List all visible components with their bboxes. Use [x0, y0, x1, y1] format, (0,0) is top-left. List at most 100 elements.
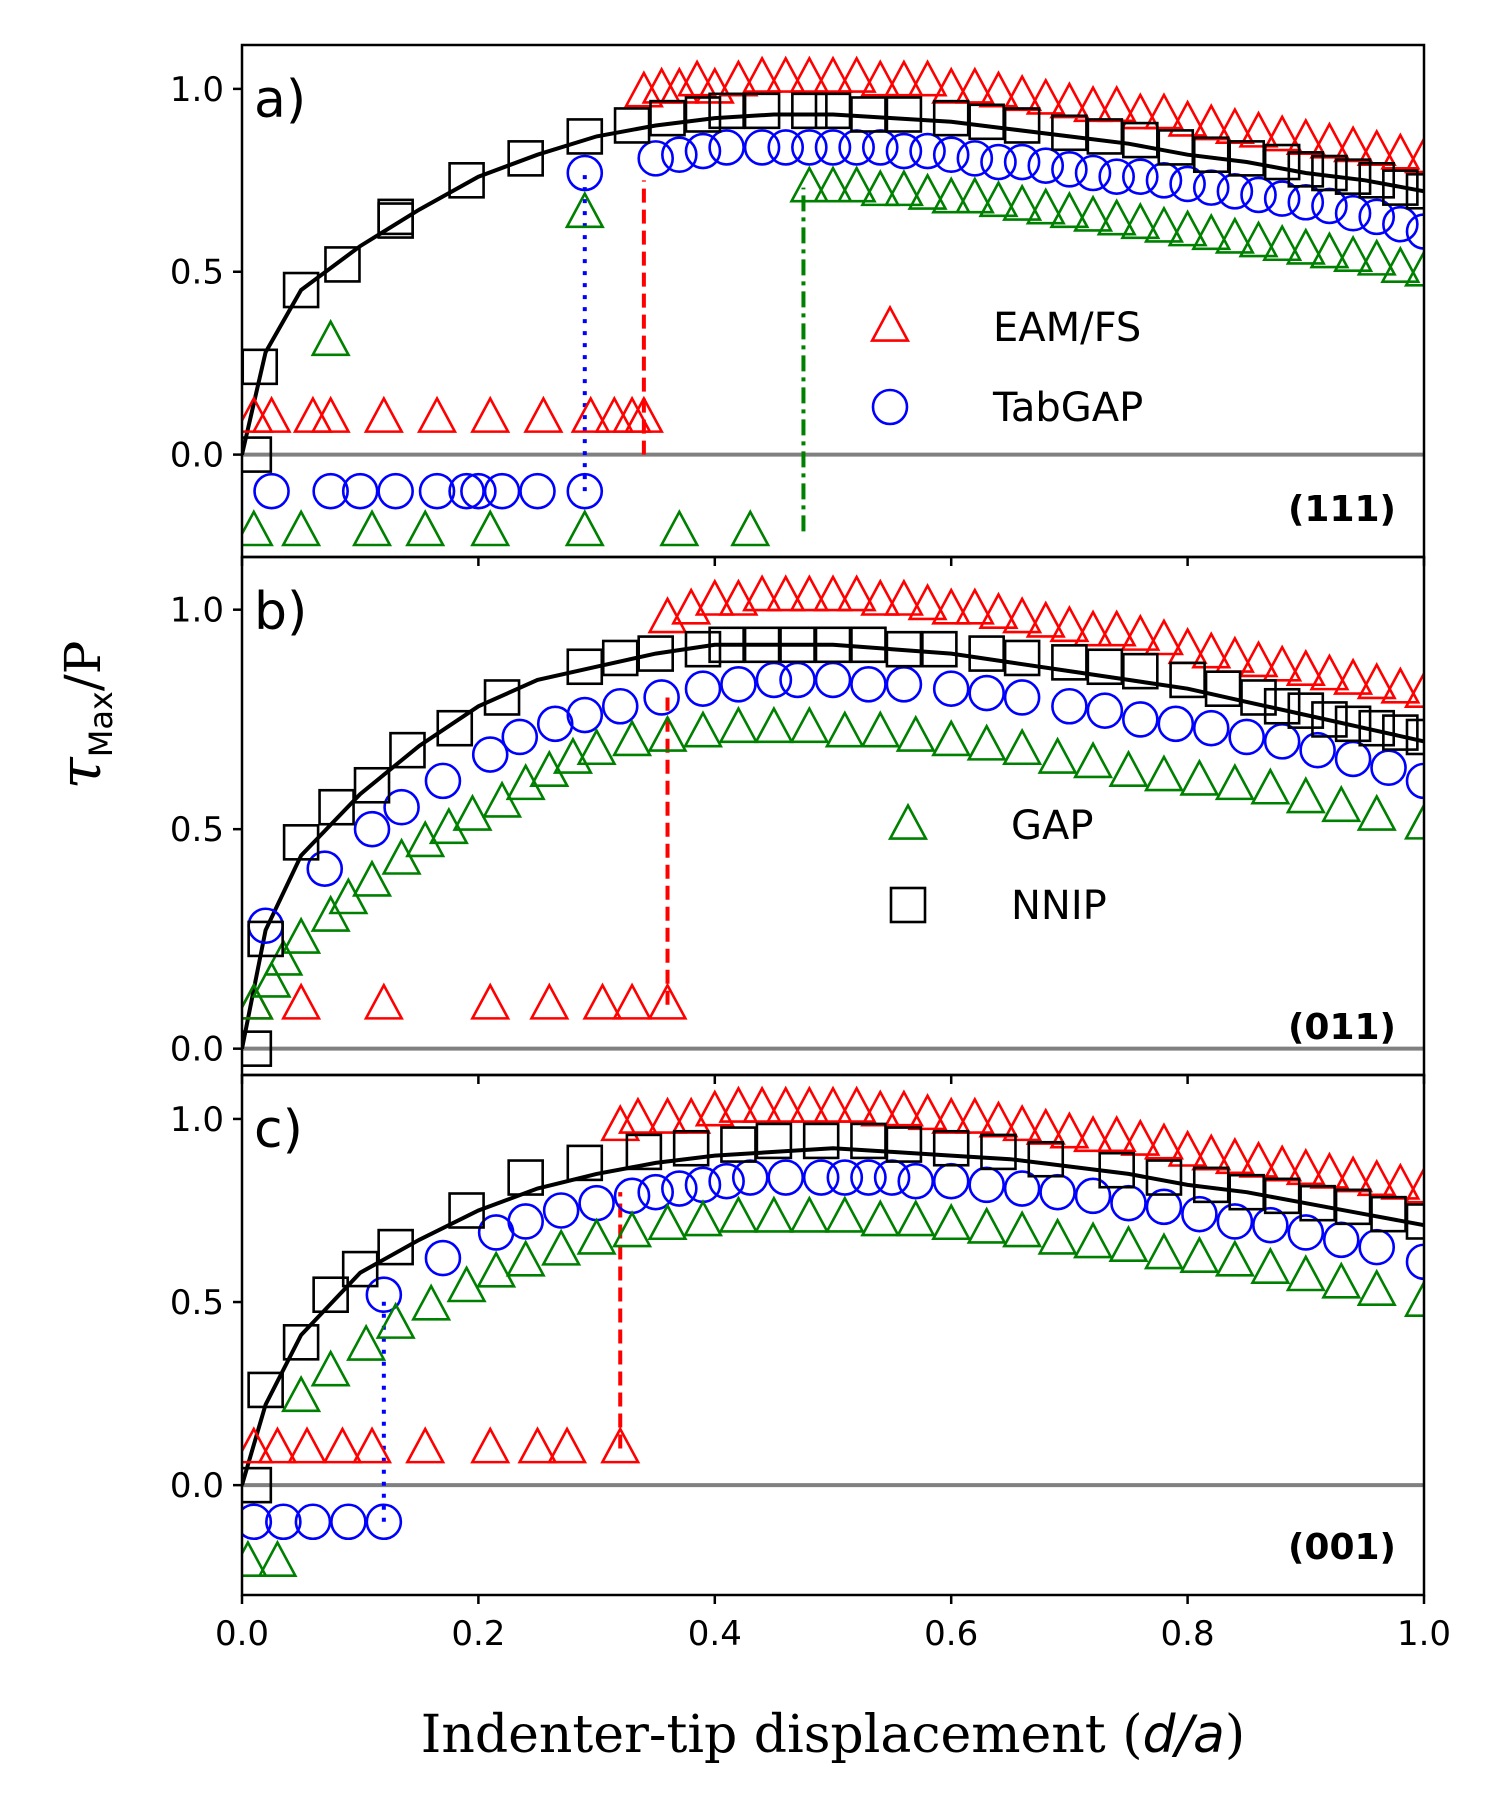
point-gap — [1214, 216, 1255, 254]
point-nnip — [1263, 143, 1301, 181]
point-tabgap — [956, 140, 994, 177]
point-gap — [1356, 793, 1397, 831]
point-eam-fs — [617, 1096, 658, 1134]
point-gap — [931, 1202, 972, 1241]
point-tabgap — [306, 850, 344, 887]
point-nnip — [1334, 158, 1372, 195]
point-gap — [242, 509, 274, 547]
point-gap — [954, 176, 995, 214]
point-tabgap — [1382, 205, 1419, 243]
point-nnip — [743, 626, 781, 664]
point-eam-fs — [694, 66, 735, 104]
point-gap — [446, 1265, 487, 1303]
series-tabgap — [247, 661, 1424, 945]
point-tabgap — [330, 1503, 367, 1541]
point-gap — [1073, 194, 1114, 232]
point-nnip — [377, 1228, 414, 1266]
point-eam-fs — [836, 1085, 877, 1123]
point-eam-fs — [812, 1085, 854, 1123]
point-tabgap — [1051, 687, 1088, 725]
point-nnip — [625, 1133, 663, 1171]
svg-text:τMax/P: τMax/P — [46, 641, 120, 790]
point-eam-fs — [570, 395, 611, 433]
point-nnip — [755, 1122, 793, 1160]
point-gap — [1037, 1217, 1078, 1255]
point-nnip — [389, 731, 426, 769]
point-gap — [1143, 754, 1184, 792]
x-tick-label: 0.8 — [1161, 1614, 1215, 1654]
point-tabgap — [661, 1170, 698, 1207]
point-eam-fs — [718, 59, 759, 97]
point-nnip — [1051, 114, 1088, 152]
legend: EAM/FS TabGAP — [869, 304, 1143, 431]
point-tabgap — [253, 472, 290, 510]
x-axis-title: Indenter-tip displacement (d/a) — [421, 1705, 1245, 1765]
point-tabgap — [779, 661, 816, 699]
point-tabgap — [897, 1162, 935, 1200]
point-tabgap — [1405, 1243, 1424, 1281]
point-gap — [682, 1199, 724, 1237]
point-tabgap — [312, 472, 349, 510]
point-tabgap — [909, 132, 946, 170]
point-eam-fs — [351, 1426, 393, 1464]
point-nnip — [1228, 1173, 1265, 1211]
point-eam-fs — [883, 59, 924, 97]
point-nnip — [242, 1466, 273, 1504]
point-eam-fs — [1380, 666, 1421, 704]
point-eam-fs — [789, 55, 830, 93]
point-nnip — [802, 1122, 840, 1160]
point-gap — [931, 176, 972, 214]
legend: GAP NNIP — [887, 802, 1107, 929]
point-tabgap — [294, 1503, 332, 1541]
point-nnip — [1311, 701, 1348, 738]
point-gap — [541, 1228, 582, 1266]
point-nnip — [1027, 1140, 1065, 1178]
point-nnip — [720, 1126, 757, 1163]
point-eam-fs — [1285, 1147, 1326, 1186]
point-eam-fs — [1403, 136, 1424, 174]
point-nnip — [448, 162, 485, 199]
point-tabgap — [1074, 1177, 1112, 1215]
point-tabgap — [460, 472, 497, 510]
fit-curve — [242, 642, 1424, 1050]
point-nnip — [601, 639, 639, 677]
fit-curve — [242, 1146, 1424, 1486]
point-gap — [1285, 227, 1326, 265]
point-eam-fs — [1096, 1114, 1137, 1153]
point-nnip — [282, 824, 320, 861]
point-eam-fs — [694, 578, 735, 616]
point-gap — [505, 1239, 546, 1277]
point-eam-fs — [1073, 609, 1114, 647]
point-gap — [1321, 1261, 1362, 1299]
point-gap — [907, 172, 948, 210]
point-tabgap — [424, 762, 462, 800]
point-tabgap — [536, 705, 574, 743]
point-eam-fs — [954, 1096, 995, 1134]
point-gap — [1262, 223, 1303, 262]
point-nnip — [684, 96, 722, 133]
point-eam-fs — [954, 587, 995, 625]
series-eam-fs — [242, 1085, 1424, 1464]
point-eam-fs — [907, 582, 948, 621]
point-eam-fs — [978, 1100, 1019, 1138]
point-gap — [281, 509, 322, 547]
point-eam-fs — [1356, 128, 1397, 166]
point-eam-fs — [582, 982, 623, 1020]
point-tabgap — [861, 129, 899, 166]
point-eam-fs — [322, 1426, 363, 1464]
point-nnip — [1122, 121, 1159, 159]
xlabel-close: ) — [1225, 1705, 1245, 1765]
point-tabgap — [501, 718, 539, 756]
point-eam-fs — [860, 59, 901, 97]
point-nnip — [242, 436, 273, 473]
point-gap — [310, 1349, 351, 1387]
point-eam-fs — [1025, 77, 1066, 115]
point-gap — [1002, 183, 1043, 221]
point-tabgap — [1287, 1214, 1325, 1251]
panel-1: 0.0 0.5 1.0 a) (111) EAM/FS TabGAP — [170, 43, 1426, 566]
point-tabgap — [873, 1159, 911, 1196]
point-nnip — [341, 1250, 379, 1288]
point-eam-fs — [600, 1426, 641, 1464]
point-tabgap — [1358, 1228, 1396, 1266]
point-tabgap — [885, 666, 923, 703]
